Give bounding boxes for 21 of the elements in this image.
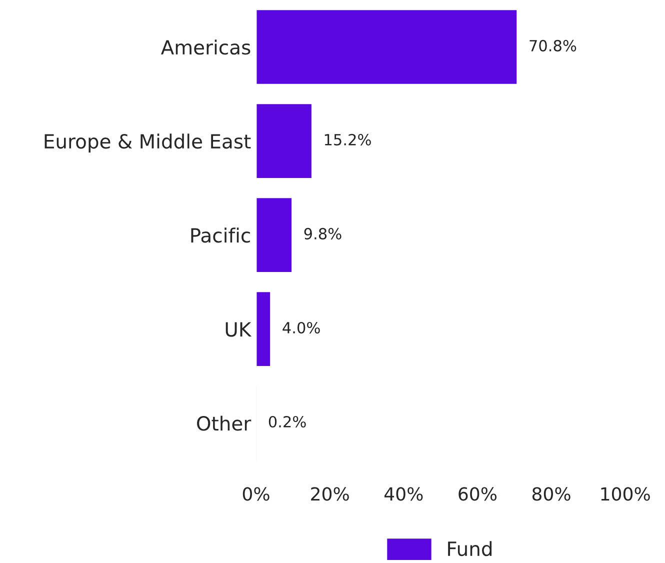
x-tick-label: 60% xyxy=(458,487,497,501)
data-label: 0.2% xyxy=(268,416,306,428)
x-tick-label: 20% xyxy=(311,487,349,501)
x-tick-label: 0% xyxy=(242,487,270,501)
x-tick-label: 40% xyxy=(384,487,423,501)
data-label: 9.8% xyxy=(304,228,342,240)
data-label: 70.8% xyxy=(530,40,576,52)
x-tick-label: 100% xyxy=(601,487,650,501)
bar xyxy=(256,196,293,274)
y-tick-label: Other xyxy=(197,416,252,431)
y-tick-label: Pacific xyxy=(191,228,250,243)
y-tick-label: Americas xyxy=(160,40,250,55)
data-label: 4.0% xyxy=(282,322,320,334)
y-tick-label: Europe & Middle East xyxy=(44,134,251,152)
x-tick-label: 80% xyxy=(532,487,570,501)
legend-label: Fund xyxy=(448,541,492,556)
bar xyxy=(256,290,272,368)
data-label: 15.2% xyxy=(324,134,371,146)
bar xyxy=(256,102,313,180)
bar xyxy=(256,8,518,86)
y-tick-label: UK xyxy=(226,322,252,337)
